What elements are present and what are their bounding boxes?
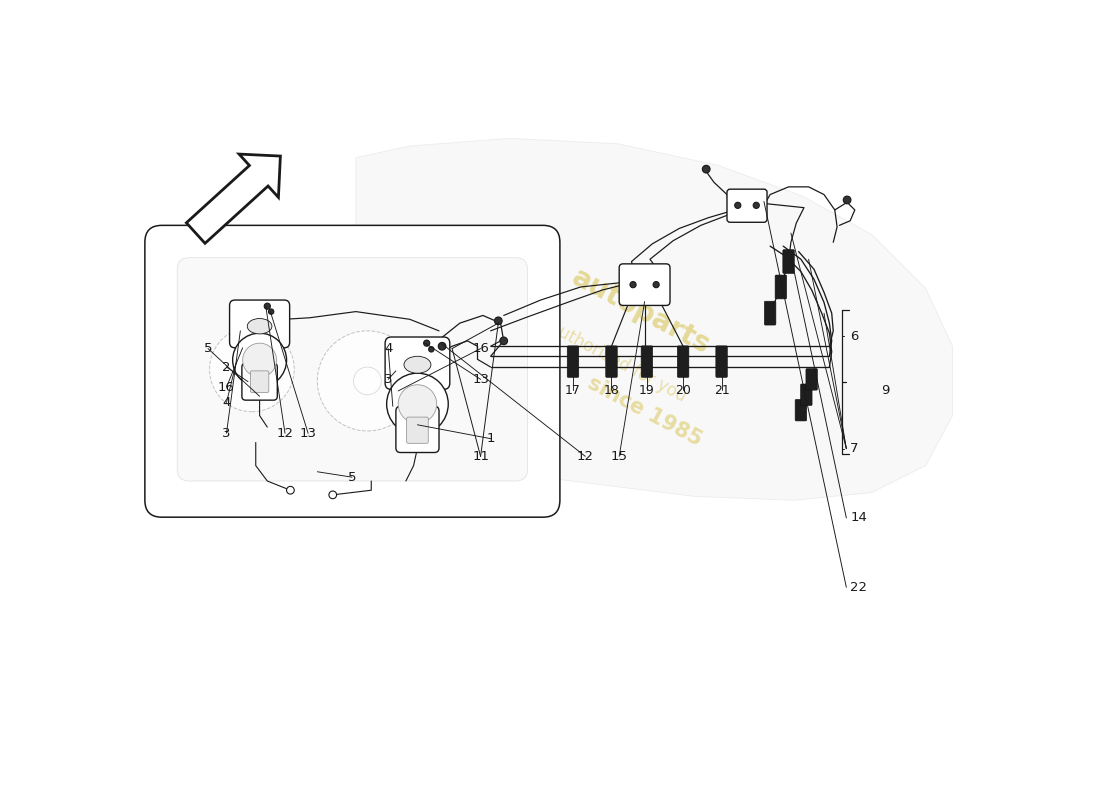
Ellipse shape [404,356,431,373]
Ellipse shape [248,318,272,334]
FancyBboxPatch shape [764,302,776,325]
Text: autoparts: autoparts [566,263,715,360]
Text: 22: 22 [850,581,867,594]
Text: 3: 3 [384,373,393,386]
Text: 5: 5 [204,342,212,355]
FancyBboxPatch shape [385,337,450,390]
Text: 19: 19 [639,384,654,397]
Text: 3: 3 [222,426,231,440]
Circle shape [233,333,286,387]
Circle shape [317,331,418,431]
Circle shape [653,282,659,288]
FancyBboxPatch shape [145,226,560,517]
FancyBboxPatch shape [727,189,767,222]
FancyBboxPatch shape [251,371,268,393]
Text: 6: 6 [850,330,859,342]
Text: 14: 14 [850,511,867,525]
FancyBboxPatch shape [606,346,617,378]
FancyBboxPatch shape [641,346,652,378]
Text: since 1985: since 1985 [584,373,705,450]
Text: 4: 4 [222,396,231,409]
Circle shape [630,282,636,288]
Circle shape [209,327,295,412]
Circle shape [329,491,337,498]
FancyBboxPatch shape [806,369,817,390]
Circle shape [238,329,282,372]
Circle shape [286,486,295,494]
FancyBboxPatch shape [776,275,786,299]
Circle shape [268,309,274,314]
Circle shape [702,166,711,173]
FancyBboxPatch shape [568,346,579,378]
Polygon shape [186,154,280,243]
FancyBboxPatch shape [795,399,806,421]
Circle shape [495,317,503,325]
Text: 5: 5 [348,470,356,484]
Text: 17: 17 [565,384,581,397]
Polygon shape [318,138,953,500]
FancyBboxPatch shape [242,363,277,400]
Circle shape [424,340,430,346]
Circle shape [240,358,264,381]
Text: 13: 13 [299,426,317,440]
Text: 21: 21 [714,384,729,397]
FancyBboxPatch shape [783,250,794,274]
Circle shape [438,342,446,350]
Text: authorised for you: authorised for you [546,318,690,406]
FancyBboxPatch shape [407,417,428,443]
Text: 12: 12 [576,450,594,463]
Circle shape [243,343,276,377]
Text: 15: 15 [610,450,628,463]
Circle shape [398,385,437,423]
FancyBboxPatch shape [678,346,689,378]
FancyBboxPatch shape [716,346,727,378]
Text: 13: 13 [472,373,490,386]
Text: 20: 20 [675,384,691,397]
Text: 1: 1 [486,432,495,445]
Text: 7: 7 [850,442,859,455]
Circle shape [429,346,434,352]
Text: 9: 9 [881,384,890,397]
Text: 18: 18 [604,384,619,397]
Text: 16: 16 [472,342,490,355]
Circle shape [353,367,382,394]
Circle shape [393,368,442,417]
Text: 12: 12 [276,426,294,440]
FancyBboxPatch shape [396,406,439,453]
Text: 11: 11 [472,450,490,463]
Text: 4: 4 [384,342,393,355]
Text: 2: 2 [222,361,231,374]
Circle shape [387,373,449,435]
FancyBboxPatch shape [619,264,670,306]
FancyBboxPatch shape [801,384,812,406]
Circle shape [735,202,741,209]
FancyBboxPatch shape [230,300,289,348]
FancyBboxPatch shape [177,258,528,481]
Circle shape [264,303,271,310]
Text: 16: 16 [218,381,235,394]
Circle shape [844,196,851,204]
Circle shape [754,202,759,209]
Circle shape [499,337,507,345]
